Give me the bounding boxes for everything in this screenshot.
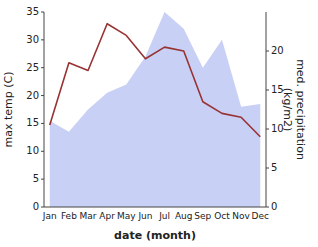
precip-line — [50, 24, 261, 137]
y-tick — [41, 179, 44, 180]
y-tick-label: 30 — [26, 34, 39, 45]
x-tick-label: Mar — [80, 211, 97, 221]
y2-tick — [266, 168, 269, 169]
y2-axis-label-line: med. precipitation — [294, 59, 307, 160]
y2-tick-label: 0 — [271, 201, 277, 212]
y2-tick — [266, 51, 269, 52]
y2-tick-label: 5 — [271, 162, 277, 173]
y2-tick — [266, 207, 269, 208]
x-tick-label: Nov — [232, 211, 250, 221]
x-axis-label: date (month) — [114, 229, 196, 242]
y-tick — [41, 95, 44, 96]
y-tick — [41, 39, 44, 40]
y-tick-label: 0 — [33, 201, 39, 212]
y-tick-label: 5 — [33, 173, 39, 184]
y-axis-line — [44, 12, 45, 207]
y-tick — [41, 67, 44, 68]
x-tick-label: Dec — [252, 211, 269, 221]
y-tick — [41, 12, 44, 13]
y-tick-label: 20 — [26, 90, 39, 101]
chart: 0510152025303505101520JanFebMarAprMayJun… — [0, 0, 318, 247]
x-axis-line — [44, 207, 266, 208]
y-tick-label: 25 — [26, 62, 39, 73]
y2-axis-label: med. precipitation(kg/m2) — [281, 59, 307, 160]
y2-axis-label-line: (kg/m2) — [281, 88, 294, 131]
x-tick-label: Oct — [214, 211, 230, 221]
y-tick — [41, 123, 44, 124]
y-tick — [41, 207, 44, 208]
x-tick-label: Jan — [42, 211, 57, 221]
x-tick-label: May — [117, 211, 136, 221]
temp-area — [50, 12, 261, 207]
y-tick — [41, 151, 44, 152]
x-tick-label: Jun — [137, 211, 152, 221]
y2-tick-label: 20 — [271, 45, 284, 56]
y-tick-label: 35 — [26, 6, 39, 17]
x-tick-label: Jul — [158, 211, 170, 221]
y2-tick — [266, 129, 269, 130]
y2-axis-line — [266, 12, 267, 207]
x-tick-label: Feb — [61, 211, 77, 221]
y-axis-label: max temp (C) — [2, 71, 15, 147]
x-tick-label: Aug — [175, 211, 193, 221]
plot-area — [50, 12, 261, 207]
x-tick-label: Sep — [194, 211, 211, 221]
y2-tick — [266, 90, 269, 91]
x-tick-label: Apr — [99, 211, 115, 221]
y-tick-label: 10 — [26, 145, 39, 156]
y-tick-label: 15 — [26, 117, 39, 128]
